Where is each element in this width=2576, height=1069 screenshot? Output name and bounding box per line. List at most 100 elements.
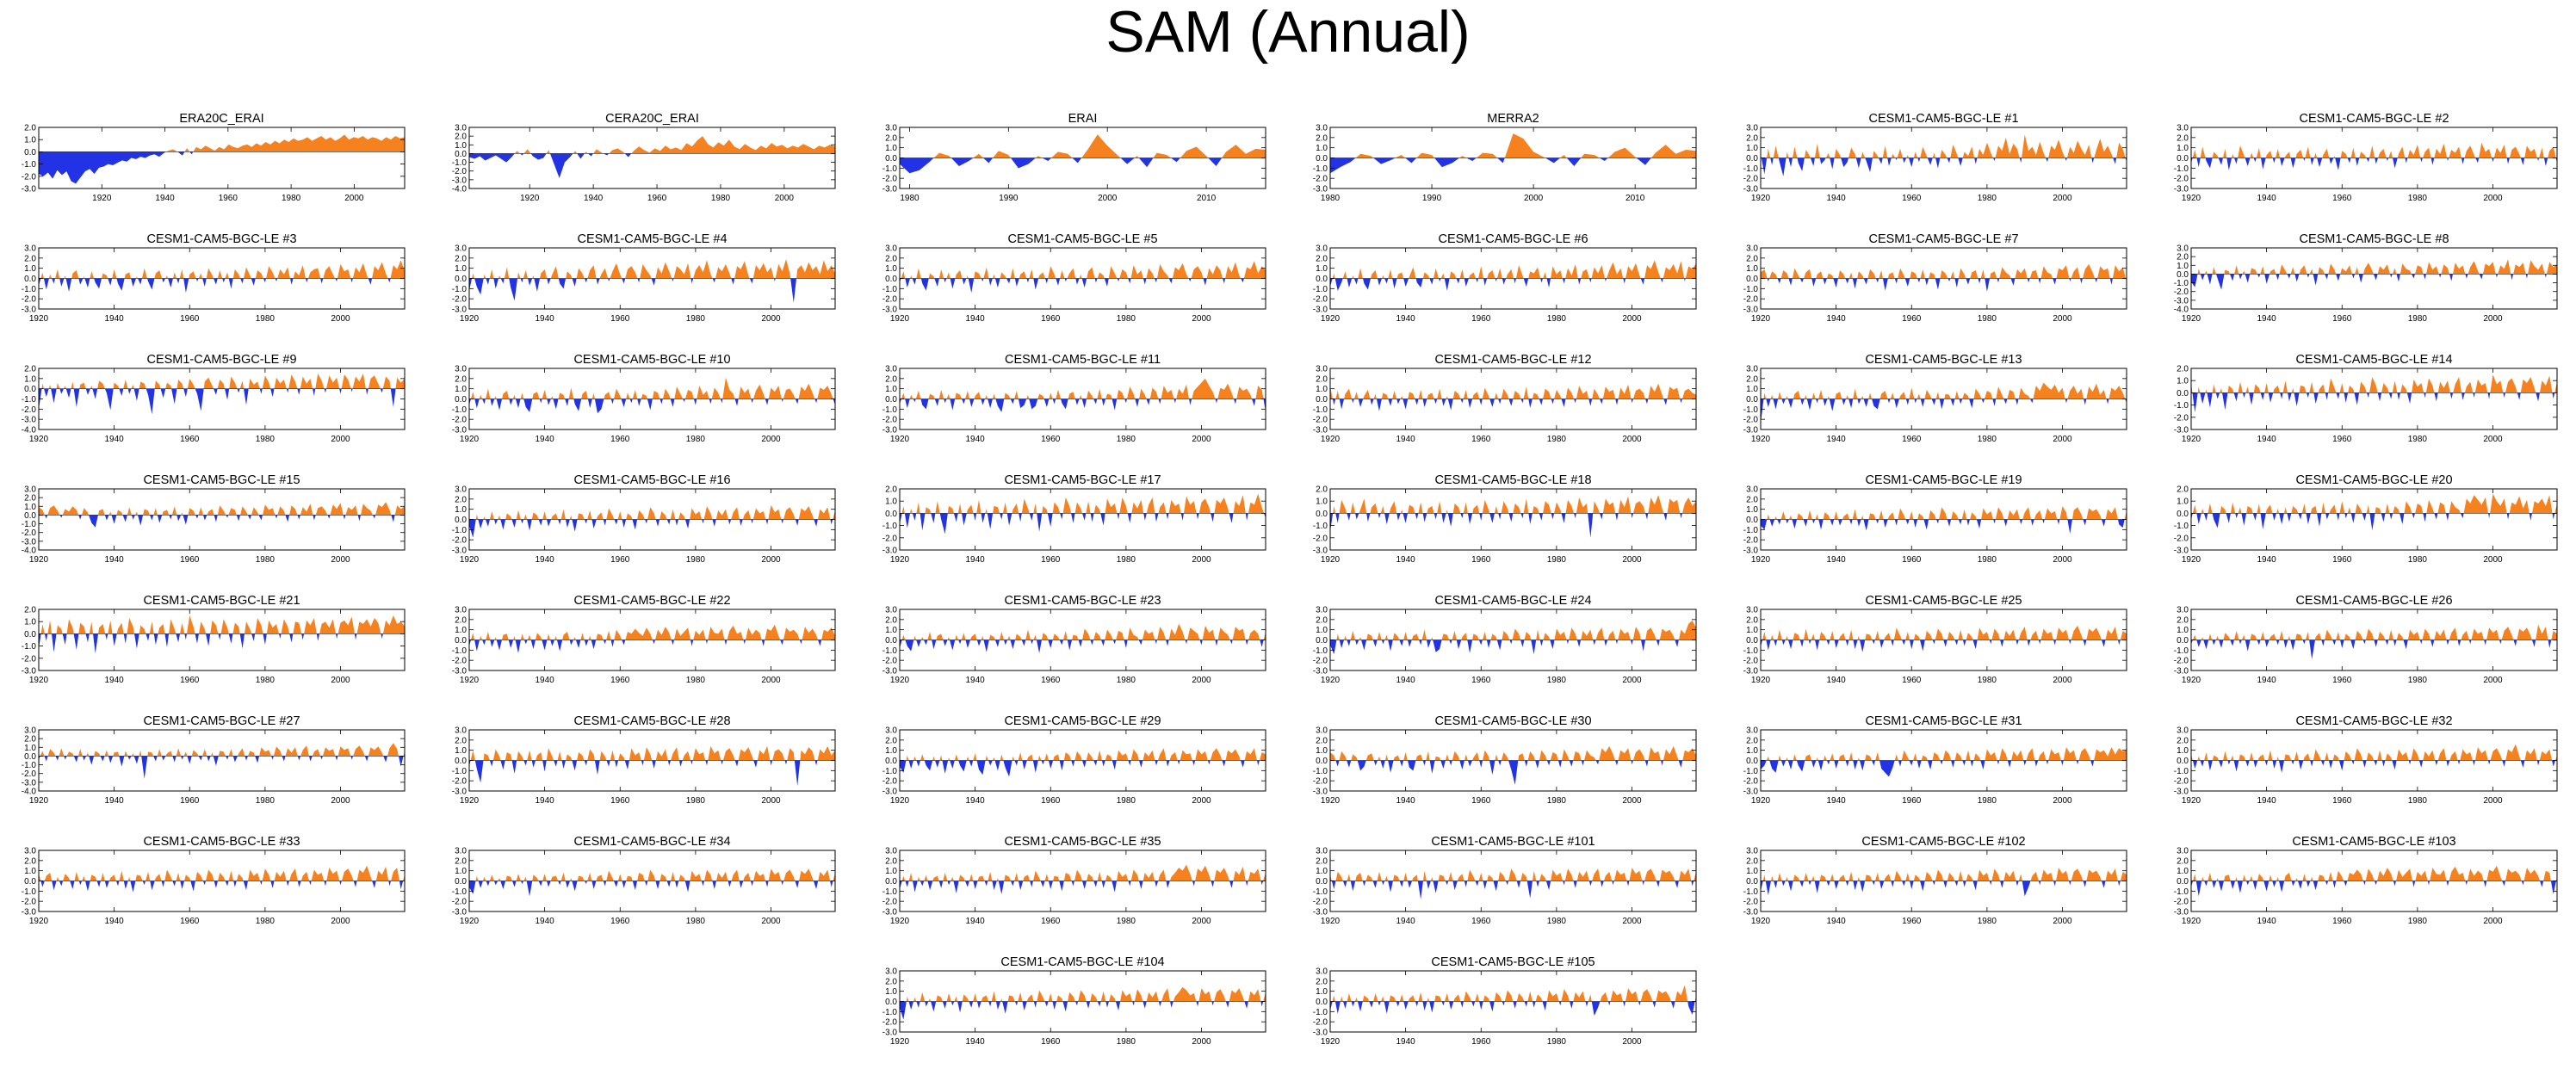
positive-area bbox=[165, 134, 405, 152]
y-tick-label: 1.0 bbox=[2177, 746, 2189, 756]
y-tick-label: -2.0 bbox=[1313, 295, 1328, 305]
sam-panel-35: CESM1-CAM5-BGC-LE #31-3.0-2.0-1.00.01.02… bbox=[1743, 714, 2127, 806]
y-tick-label: -2.0 bbox=[22, 769, 37, 779]
y-tick-label: 2.0 bbox=[2177, 736, 2189, 745]
x-tick-label: 1960 bbox=[610, 796, 630, 806]
x-tick-label: 1940 bbox=[105, 676, 125, 685]
y-tick-label: -2.0 bbox=[452, 777, 468, 787]
positive-area bbox=[2191, 624, 2557, 640]
x-tick-label: 1940 bbox=[2257, 435, 2277, 444]
y-tick-label: 1.0 bbox=[1316, 264, 1328, 274]
y-tick-label: -3.0 bbox=[1743, 667, 1759, 677]
y-tick-label: 1.0 bbox=[885, 497, 897, 507]
y-tick-label: 0.0 bbox=[885, 510, 897, 519]
positive-area bbox=[469, 377, 835, 399]
x-tick-label: 1920 bbox=[2182, 314, 2201, 324]
sam-panel-21: CESM1-CAM5-BGC-LE #17 -3.0 -2.0 -1.0 0.0 1.0 2… bbox=[882, 473, 1266, 565]
x-tick-label: 1960 bbox=[180, 314, 200, 324]
x-tick-label: 1940 bbox=[966, 917, 986, 926]
x-tick-label: 1980 bbox=[256, 917, 276, 926]
y-tick-label: 3.0 bbox=[1746, 726, 1758, 736]
panel-title: CESM1-CAM5-BGC-LE #27 bbox=[143, 714, 300, 728]
x-tick-label: 1920 bbox=[1321, 676, 1341, 685]
sam-panel-29: CESM1-CAM5-BGC-LE #25-3.0-2.0-1.00.01.02… bbox=[1743, 594, 2127, 685]
x-tick-label: 1940 bbox=[105, 796, 125, 806]
x-tick-label: 1920 bbox=[1751, 435, 1771, 444]
x-tick-label: 2000 bbox=[331, 796, 350, 806]
x-tick-label: 1980 bbox=[1117, 676, 1136, 685]
y-tick-label: 2.0 bbox=[24, 856, 36, 866]
y-tick-label: 1.0 bbox=[455, 385, 467, 394]
panel-title: CESM1-CAM5-BGC-LE #11 bbox=[1005, 353, 1161, 367]
y-tick-label: 0.0 bbox=[885, 275, 897, 284]
sam-panel-28: CESM1-CAM5-BGC-LE #24-3.0-2.0-1.00.01.02… bbox=[1313, 594, 1697, 685]
x-tick-label: 2000 bbox=[2053, 194, 2072, 203]
y-tick-label: 3.0 bbox=[2177, 244, 2189, 254]
x-tick-label: 1980 bbox=[256, 676, 276, 685]
x-tick-label: 1960 bbox=[180, 555, 200, 565]
positive-area bbox=[1761, 134, 2127, 158]
negative-area bbox=[469, 760, 835, 787]
sam-panel-32: CESM1-CAM5-BGC-LE #28-3.0-2.0-1.00.01.02… bbox=[452, 714, 836, 806]
x-tick-label: 1920 bbox=[890, 314, 910, 324]
plot-frame bbox=[1329, 488, 1697, 551]
x-tick-label: 1940 bbox=[966, 1037, 986, 1047]
x-tick-label: 1920 bbox=[1751, 314, 1771, 324]
x-tick-label: 1940 bbox=[1396, 314, 1416, 324]
positive-area bbox=[2191, 374, 2557, 393]
y-tick-label: 1.0 bbox=[1316, 497, 1328, 507]
y-tick-label: 1.0 bbox=[2177, 497, 2189, 507]
x-tick-label: 1960 bbox=[1041, 1037, 1061, 1047]
x-tick-label: 1940 bbox=[966, 676, 986, 685]
y-tick-label: 0.0 bbox=[2177, 877, 2189, 887]
x-tick-label: 1980 bbox=[1547, 796, 1567, 806]
x-tick-label: 2000 bbox=[331, 676, 350, 685]
y-tick-label: -1.0 bbox=[1743, 285, 1759, 294]
y-tick-label: -1.0 bbox=[2174, 887, 2189, 897]
positive-area bbox=[469, 868, 835, 881]
y-tick-label: -3.0 bbox=[452, 306, 468, 315]
x-tick-label: 1980 bbox=[1117, 796, 1136, 806]
y-tick-label: -3.0 bbox=[22, 778, 37, 788]
x-tick-label: 1960 bbox=[1902, 555, 1922, 565]
positive-area bbox=[469, 624, 835, 640]
y-tick-label: -2.0 bbox=[452, 657, 468, 666]
negative-area bbox=[39, 151, 405, 184]
x-tick-label: 1940 bbox=[105, 435, 125, 444]
y-tick-label: 2.0 bbox=[1316, 615, 1328, 625]
x-tick-label: 1980 bbox=[1547, 435, 1567, 444]
x-tick-label: 2000 bbox=[331, 314, 350, 324]
panel-title: CESM1-CAM5-BGC-LE #17 bbox=[1004, 473, 1161, 487]
x-tick-label: 1940 bbox=[2257, 194, 2277, 203]
y-tick-label: 2.0 bbox=[1746, 374, 1758, 384]
x-tick-label: 1920 bbox=[890, 435, 910, 444]
y-tick-label: -2.0 bbox=[22, 898, 37, 907]
y-tick-label: 1.0 bbox=[1746, 144, 1758, 153]
y-tick-label: -1.0 bbox=[1743, 646, 1759, 656]
sam-panel-25: CESM1-CAM5-BGC-LE #21 -3.0 -2.0 -1.0 0.0 1.0 2… bbox=[22, 594, 406, 685]
y-tick-label: 1.0 bbox=[24, 374, 36, 384]
panel-title: CESM1-CAM5-BGC-LE #20 bbox=[2295, 473, 2452, 487]
y-tick-label: 3.0 bbox=[2177, 124, 2189, 133]
x-tick-label: 1980 bbox=[1978, 435, 1997, 444]
y-tick-label: 2.0 bbox=[1316, 133, 1328, 143]
y-tick-label: -3.0 bbox=[2174, 185, 2189, 195]
y-tick-label: -3.0 bbox=[1313, 185, 1328, 195]
y-tick-label: -2.0 bbox=[882, 657, 898, 666]
y-tick-label: -3.0 bbox=[882, 1029, 898, 1038]
y-tick-label: -1.0 bbox=[1743, 767, 1759, 776]
y-tick-label: 0.0 bbox=[1316, 757, 1328, 766]
y-tick-label: 2.0 bbox=[885, 736, 897, 745]
positive-area bbox=[469, 504, 835, 520]
positive-area bbox=[900, 748, 1266, 761]
x-tick-label: 1960 bbox=[180, 435, 200, 444]
y-tick-label: 0.0 bbox=[1746, 877, 1758, 887]
y-tick-label: 3.0 bbox=[1316, 726, 1328, 736]
panel-title: CESM1-CAM5-BGC-LE #35 bbox=[1004, 835, 1161, 849]
y-tick-label: -3.0 bbox=[452, 667, 468, 677]
x-tick-label: 1940 bbox=[155, 194, 175, 203]
x-tick-label: 1940 bbox=[2257, 796, 2277, 806]
sam-panel-22: CESM1-CAM5-BGC-LE #18 -3.0 -2.0 -1.0 0.0 1.0 2… bbox=[1313, 473, 1697, 565]
sam-panel-31: CESM1-CAM5-BGC-LE #27 -4.0-3.0-2.0-1.00.0… bbox=[22, 714, 406, 806]
y-tick-label: 3.0 bbox=[885, 244, 897, 254]
